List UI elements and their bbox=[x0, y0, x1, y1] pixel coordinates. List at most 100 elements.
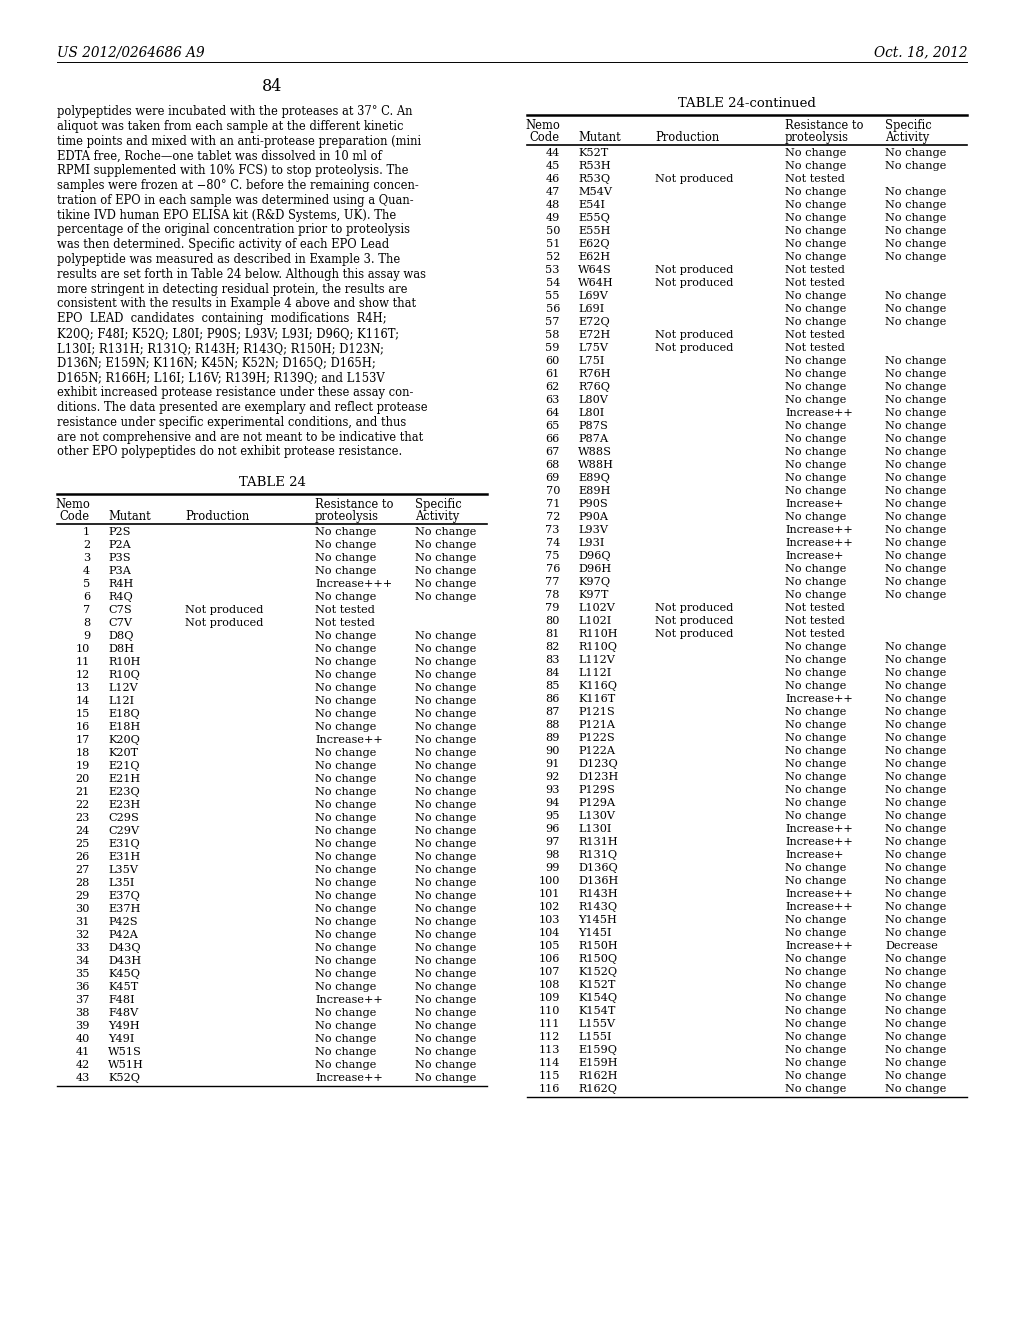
Text: 93: 93 bbox=[546, 785, 560, 795]
Text: Code: Code bbox=[59, 511, 90, 523]
Text: No change: No change bbox=[415, 735, 476, 746]
Text: 79: 79 bbox=[546, 603, 560, 612]
Text: No change: No change bbox=[885, 642, 946, 652]
Text: D136Q: D136Q bbox=[578, 863, 617, 873]
Text: 115: 115 bbox=[539, 1071, 560, 1081]
Text: E37Q: E37Q bbox=[108, 891, 140, 902]
Text: 80: 80 bbox=[546, 616, 560, 626]
Text: L12I: L12I bbox=[108, 696, 134, 706]
Text: Production: Production bbox=[185, 511, 249, 523]
Text: E23H: E23H bbox=[108, 800, 140, 810]
Text: No change: No change bbox=[885, 824, 946, 834]
Text: 43: 43 bbox=[76, 1073, 90, 1084]
Text: 5: 5 bbox=[83, 579, 90, 589]
Text: No change: No change bbox=[415, 540, 476, 550]
Text: No change: No change bbox=[415, 1073, 476, 1084]
Text: No change: No change bbox=[885, 993, 946, 1003]
Text: No change: No change bbox=[785, 642, 847, 652]
Text: R162Q: R162Q bbox=[578, 1084, 617, 1094]
Text: No change: No change bbox=[415, 800, 476, 810]
Text: No change: No change bbox=[785, 759, 847, 770]
Text: P129A: P129A bbox=[578, 799, 615, 808]
Text: R10Q: R10Q bbox=[108, 671, 140, 680]
Text: No change: No change bbox=[885, 187, 946, 197]
Text: L112V: L112V bbox=[578, 655, 614, 665]
Text: Nemo: Nemo bbox=[55, 498, 90, 511]
Text: R76H: R76H bbox=[578, 370, 610, 379]
Text: D165N; R166H; L16I; L16V; R139H; R139Q; and L153V: D165N; R166H; L16I; L16V; R139H; R139Q; … bbox=[57, 371, 385, 384]
Text: 32: 32 bbox=[76, 931, 90, 940]
Text: Not produced: Not produced bbox=[655, 330, 733, 341]
Text: 41: 41 bbox=[76, 1047, 90, 1057]
Text: No change: No change bbox=[785, 590, 847, 601]
Text: No change: No change bbox=[415, 826, 476, 836]
Text: No change: No change bbox=[885, 564, 946, 574]
Text: D8Q: D8Q bbox=[108, 631, 133, 642]
Text: 63: 63 bbox=[546, 395, 560, 405]
Text: Y49H: Y49H bbox=[108, 1022, 139, 1031]
Text: No change: No change bbox=[785, 1045, 847, 1055]
Text: R162H: R162H bbox=[578, 1071, 617, 1081]
Text: No change: No change bbox=[315, 931, 377, 940]
Text: D136N; E159N; K116N; K45N; K52N; D165Q; D165H;: D136N; E159N; K116N; K45N; K52N; D165Q; … bbox=[57, 356, 376, 370]
Text: No change: No change bbox=[785, 979, 847, 990]
Text: No change: No change bbox=[415, 748, 476, 758]
Text: No change: No change bbox=[885, 1084, 946, 1094]
Text: 1: 1 bbox=[83, 527, 90, 537]
Text: No change: No change bbox=[885, 395, 946, 405]
Text: Production: Production bbox=[655, 131, 719, 144]
Text: No change: No change bbox=[885, 512, 946, 521]
Text: K97Q: K97Q bbox=[578, 577, 610, 587]
Text: K116Q: K116Q bbox=[578, 681, 617, 690]
Text: No change: No change bbox=[885, 590, 946, 601]
Text: Increase++: Increase++ bbox=[785, 824, 853, 834]
Text: No change: No change bbox=[885, 577, 946, 587]
Text: No change: No change bbox=[415, 878, 476, 888]
Text: Not tested: Not tested bbox=[785, 603, 845, 612]
Text: P121A: P121A bbox=[578, 719, 615, 730]
Text: 62: 62 bbox=[546, 381, 560, 392]
Text: No change: No change bbox=[785, 434, 847, 444]
Text: No change: No change bbox=[415, 579, 476, 589]
Text: No change: No change bbox=[315, 800, 377, 810]
Text: Not tested: Not tested bbox=[785, 265, 845, 275]
Text: K52T: K52T bbox=[578, 148, 608, 158]
Text: 9: 9 bbox=[83, 631, 90, 642]
Text: No change: No change bbox=[885, 746, 946, 756]
Text: 64: 64 bbox=[546, 408, 560, 418]
Text: 91: 91 bbox=[546, 759, 560, 770]
Text: W88H: W88H bbox=[578, 459, 613, 470]
Text: 2: 2 bbox=[83, 540, 90, 550]
Text: No change: No change bbox=[885, 148, 946, 158]
Text: No change: No change bbox=[885, 888, 946, 899]
Text: E31H: E31H bbox=[108, 853, 140, 862]
Text: No change: No change bbox=[415, 891, 476, 902]
Text: 21: 21 bbox=[76, 787, 90, 797]
Text: 48: 48 bbox=[546, 201, 560, 210]
Text: W51S: W51S bbox=[108, 1047, 142, 1057]
Text: Increase+: Increase+ bbox=[785, 850, 844, 861]
Text: Not produced: Not produced bbox=[655, 279, 733, 288]
Text: E18Q: E18Q bbox=[108, 709, 139, 719]
Text: E23Q: E23Q bbox=[108, 787, 139, 797]
Text: W64H: W64H bbox=[578, 279, 613, 288]
Text: Specific: Specific bbox=[415, 498, 462, 511]
Text: 114: 114 bbox=[539, 1059, 560, 1068]
Text: No change: No change bbox=[885, 213, 946, 223]
Text: No change: No change bbox=[885, 525, 946, 535]
Text: No change: No change bbox=[785, 213, 847, 223]
Text: consistent with the results in Example 4 above and show that: consistent with the results in Example 4… bbox=[57, 297, 416, 310]
Text: P3A: P3A bbox=[108, 566, 131, 577]
Text: No change: No change bbox=[885, 668, 946, 678]
Text: C7S: C7S bbox=[108, 605, 132, 615]
Text: No change: No change bbox=[415, 684, 476, 693]
Text: No change: No change bbox=[885, 290, 946, 301]
Text: 73: 73 bbox=[546, 525, 560, 535]
Text: 46: 46 bbox=[546, 174, 560, 183]
Text: No change: No change bbox=[315, 762, 377, 771]
Text: No change: No change bbox=[415, 657, 476, 667]
Text: 29: 29 bbox=[76, 891, 90, 902]
Text: No change: No change bbox=[315, 709, 377, 719]
Text: No change: No change bbox=[885, 694, 946, 704]
Text: are not comprehensive and are not meant to be indicative that: are not comprehensive and are not meant … bbox=[57, 430, 423, 444]
